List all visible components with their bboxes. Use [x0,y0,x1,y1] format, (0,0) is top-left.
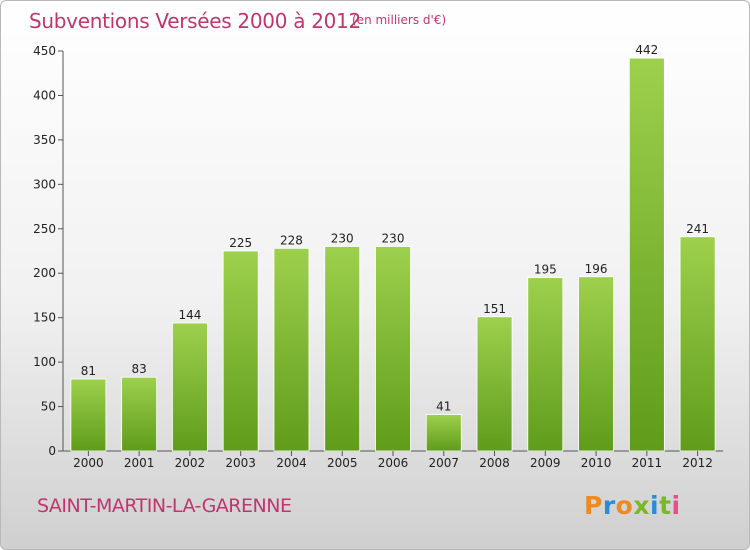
bar [121,376,158,452]
data-label: 230 [331,232,354,246]
y-tick-label: 200 [33,266,56,280]
data-label: 442 [635,43,658,57]
x-tick-label: 2006 [378,456,409,470]
bar [70,378,107,452]
x-tick-label: 2011 [632,456,663,470]
logo-letter: t [659,491,672,520]
data-label: 41 [436,400,451,414]
data-label: 195 [534,263,557,277]
y-tick-label: 350 [33,133,56,147]
data-label: 241 [686,222,709,236]
bar [375,246,411,452]
logo-letter: P [584,491,603,520]
bar [578,276,614,452]
data-label: 81 [81,364,96,378]
y-tick-label: 50 [41,400,56,414]
bar [527,277,564,452]
x-tick-label: 2007 [428,456,459,470]
y-tick-label: 100 [33,355,56,369]
logo-letter: i [650,491,660,520]
y-tick-label: 400 [33,88,56,102]
y-tick-label: 150 [33,311,56,325]
data-label: 228 [280,233,303,247]
x-tick-label: 2008 [479,456,510,470]
logo-letter: x [633,491,650,520]
bar [628,57,665,452]
proxiti-logo: Proxiti [584,491,681,520]
logo-letter: o [615,491,634,520]
x-tick-label: 2002 [175,456,206,470]
bar [273,247,310,452]
data-label: 144 [178,308,201,322]
data-label: 151 [483,302,506,316]
data-label: 83 [132,362,147,376]
bar [425,414,462,452]
x-tick-label: 2010 [581,456,612,470]
bar [222,250,259,452]
y-tick-label: 300 [33,177,56,191]
y-tick-label: 0 [48,444,56,458]
bar [476,316,513,452]
chart-subtitle: (en milliers d'€) [352,13,447,27]
data-label: 230 [382,232,405,246]
commune-name: SAINT-MARTIN-LA-GARENNE [37,495,292,517]
x-tick-label: 2001 [124,456,155,470]
y-tick-label: 450 [33,44,56,58]
logo-letter: i [671,491,681,520]
x-tick-label: 2012 [682,456,713,470]
x-tick-label: 2004 [276,456,307,470]
y-tick-label: 250 [33,222,56,236]
bar [679,236,716,452]
x-tick-label: 2003 [225,456,256,470]
x-tick-label: 2000 [73,456,104,470]
data-label: 225 [229,236,252,250]
bar [324,246,361,452]
x-tick-label: 2009 [530,456,561,470]
data-label: 196 [585,262,608,276]
x-tick-label: 2005 [327,456,358,470]
chart-title: Subventions Versées 2000 à 2012 [29,9,361,33]
logo-letter: r [602,491,616,520]
bar [172,322,208,452]
